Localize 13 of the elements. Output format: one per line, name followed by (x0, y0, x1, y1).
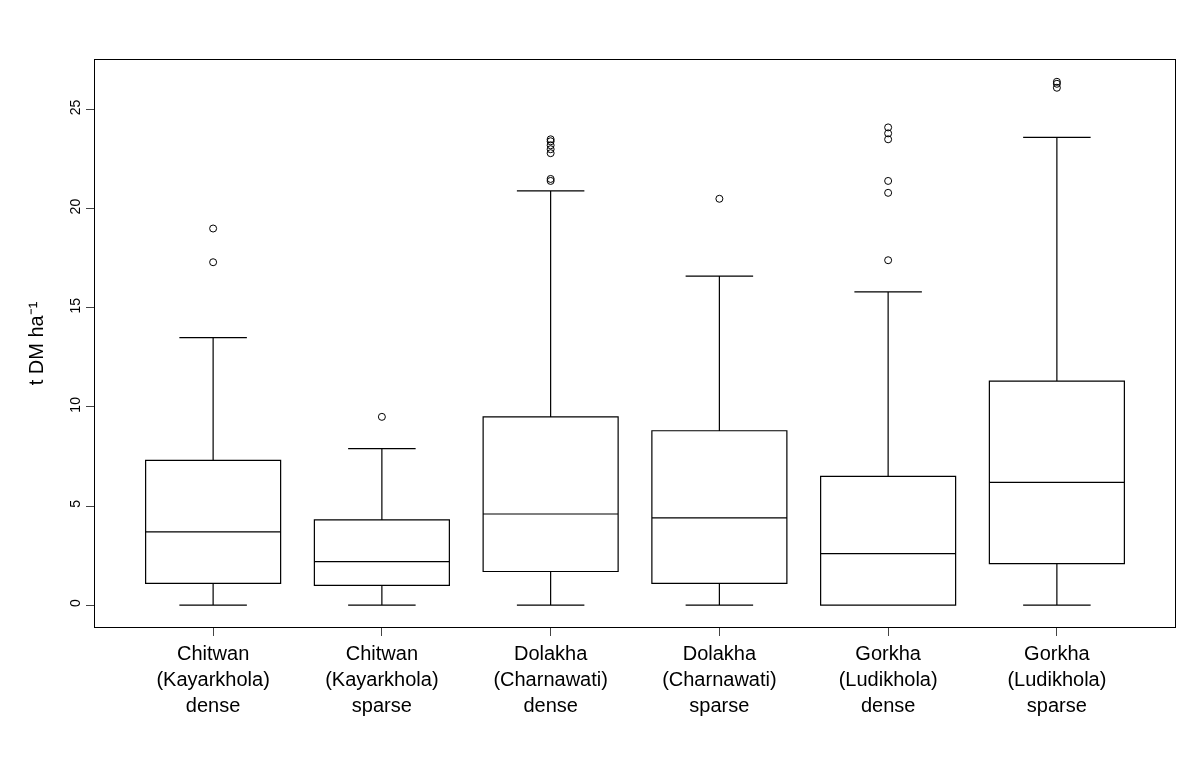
x-tick-label: Chitwan (Kayarkhola) sparse (325, 642, 439, 716)
x-tick-label: Gorkha (Ludikhola) sparse (1007, 642, 1107, 716)
x-tick-label: Gorkha (Ludikhola) dense (838, 642, 938, 716)
y-tick-label: 0 (67, 598, 84, 607)
x-tick-label: Dolakha (Charnawati) dense (493, 642, 608, 716)
x-tick-label: Dolakha (Charnawati) sparse (662, 642, 777, 716)
y-tick-label: 20 (67, 198, 84, 215)
y-tick-label: 15 (67, 297, 84, 314)
y-axis-title: t DM ha⁻¹ (24, 301, 47, 386)
y-tick-label: 5 (67, 499, 84, 508)
x-tick-label: Chitwan (Kayarkhola) dense (156, 642, 270, 716)
y-tick-label: 10 (67, 396, 84, 413)
y-tick-label: 25 (67, 99, 84, 116)
